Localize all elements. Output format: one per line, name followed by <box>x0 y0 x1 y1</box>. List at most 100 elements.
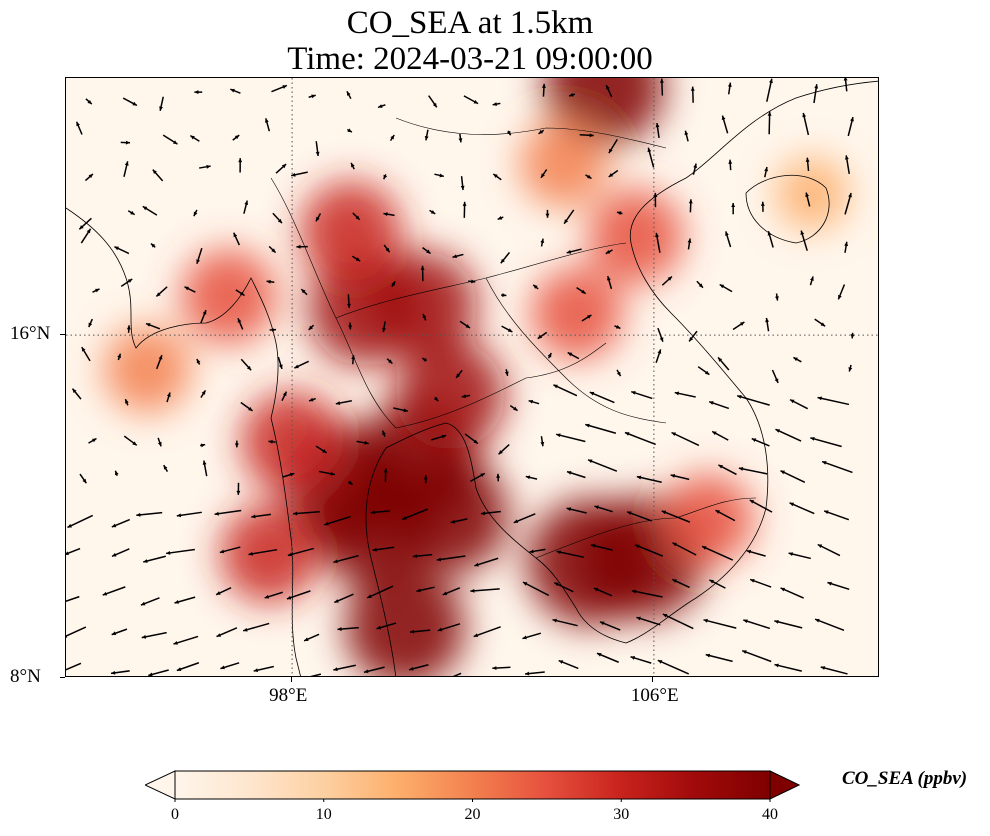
wind-arrow <box>234 233 240 245</box>
wind-arrow <box>775 429 801 441</box>
wind-arrow <box>662 277 672 286</box>
wind-arrow <box>772 370 778 383</box>
wind-arrow <box>712 431 728 440</box>
wind-arrow <box>802 113 808 135</box>
wind-arrow <box>775 294 779 301</box>
wind-arrow <box>153 170 163 181</box>
wind-arrow <box>821 666 848 674</box>
wind-arrow <box>265 118 269 131</box>
lat-tick-label: 16°N <box>10 324 50 344</box>
wind-arrow <box>123 98 137 105</box>
wind-arrow <box>304 634 319 641</box>
hotspot-19 <box>663 474 754 565</box>
wind-arrow <box>658 328 663 342</box>
wind-arrow <box>156 287 167 297</box>
wind-arrow <box>216 588 231 595</box>
wind-arrow <box>747 550 766 556</box>
wind-arrow <box>200 444 205 448</box>
wind-arrow <box>334 594 353 602</box>
wind-arrow <box>499 445 510 455</box>
colorbar-tick-label: 20 <box>453 806 493 824</box>
wind-arrow <box>115 471 119 476</box>
wind-arrow <box>86 99 92 104</box>
wind-arrow <box>800 231 807 251</box>
wind-arrow <box>194 90 202 94</box>
wind-arrow <box>112 549 129 557</box>
wind-arrow <box>243 623 269 631</box>
wind-arrow <box>814 84 818 103</box>
wind-arrow <box>112 629 127 635</box>
wind-arrow <box>675 391 696 396</box>
wind-arrow <box>235 441 239 448</box>
lat-tick-label: 8°N <box>10 667 41 687</box>
wind-arrow <box>815 319 825 326</box>
wind-arrow <box>114 247 128 254</box>
wind-arrow <box>790 400 808 409</box>
wind-arrow <box>514 514 536 523</box>
wind-arrow <box>526 475 537 479</box>
wind-arrow <box>194 210 198 216</box>
wind-arrow <box>72 389 80 400</box>
wind-arrow <box>588 459 617 471</box>
wind-arrow <box>297 674 321 677</box>
wind-arrow <box>722 116 728 134</box>
wind-arrow <box>501 252 510 263</box>
wind-arrow <box>270 328 276 332</box>
wind-arrow <box>89 319 93 327</box>
colorbar-tick-label: 40 <box>750 806 790 824</box>
map-panel <box>65 77 879 677</box>
wind-arrow <box>818 544 840 555</box>
wind-arrow <box>173 636 198 644</box>
hotspot-14 <box>181 249 276 344</box>
wind-arrow <box>743 619 770 628</box>
wind-arrow <box>159 97 163 111</box>
wind-arrow <box>464 96 478 104</box>
wind-arrow <box>768 112 772 135</box>
wind-arrow <box>276 164 286 173</box>
wind-arrow <box>827 582 849 589</box>
wind-arrow <box>220 663 239 669</box>
hotspot-18 <box>588 189 683 284</box>
wind-arrow <box>378 104 385 108</box>
wind-arrow <box>177 512 202 517</box>
wind-arrow <box>166 550 195 555</box>
wind-arrow <box>430 210 436 214</box>
wind-arrow <box>82 347 90 361</box>
wind-arrow <box>425 130 429 141</box>
wind-arrow <box>709 401 729 408</box>
wind-arrow <box>291 172 308 177</box>
wind-arrow <box>559 660 579 668</box>
wind-arrow <box>838 284 844 299</box>
wind-arrow <box>663 614 693 629</box>
hotspot-17 <box>520 120 608 208</box>
wind-arrow <box>439 673 461 677</box>
wind-arrow <box>688 239 692 250</box>
wind-arrow <box>136 513 162 517</box>
wind-arrow <box>693 164 697 175</box>
wind-arrow <box>781 588 804 598</box>
wind-arrow <box>656 123 660 138</box>
wind-arrow <box>85 174 93 181</box>
lon-tick-label: 98°E <box>269 686 307 706</box>
wind-arrow <box>625 432 656 444</box>
wind-arrow <box>236 483 240 495</box>
wind-arrow <box>822 461 852 472</box>
wind-arrow <box>498 216 504 220</box>
colorbar-extend-low <box>145 771 175 799</box>
wind-arrow <box>704 619 737 628</box>
wind-arrow <box>151 244 155 248</box>
wind-arrow <box>434 174 443 178</box>
wind-arrow <box>429 96 437 108</box>
wind-arrow <box>241 359 251 370</box>
wind-arrow <box>347 91 351 98</box>
wind-arrow <box>294 361 308 368</box>
wind-arrow <box>844 242 848 253</box>
wind-arrow <box>121 141 130 145</box>
wind-arrow <box>848 365 852 372</box>
wind-arrow <box>728 160 732 170</box>
wind-arrow <box>764 167 768 177</box>
wind-arrow <box>731 203 735 214</box>
wind-arrow <box>502 326 513 332</box>
wind-arrow <box>273 213 282 223</box>
wind-arrow <box>689 199 693 212</box>
